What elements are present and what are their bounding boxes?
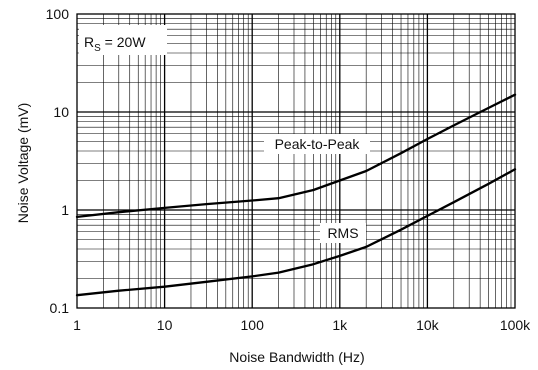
rs-annotation-bg — [79, 25, 167, 55]
rs-annotation: RS = 20W — [79, 25, 167, 55]
series-label-rms-text: RMS — [327, 225, 358, 241]
x-tick-label: 100 — [241, 317, 265, 333]
plot-frame — [76, 13, 516, 309]
x-tick-label: 10k — [416, 317, 440, 333]
grid — [77, 14, 515, 308]
series-label-peak: Peak-to-Peak — [264, 134, 370, 154]
y-tick-label: 10 — [53, 104, 69, 120]
series-label-rms-bg — [320, 223, 366, 243]
x-tick-label: 1k — [332, 317, 348, 333]
rs-annotation-sub: S — [94, 43, 101, 54]
series-label-rms: RMS — [320, 223, 366, 243]
y-axis-label: Noise Voltage (mV) — [15, 103, 31, 224]
rs-annotation-text: RS = 20W — [84, 34, 146, 54]
x-tick-label: 100k — [500, 317, 531, 333]
series-line-peak-to-peak — [75, 93, 517, 219]
series-label-peak-bg — [264, 134, 370, 154]
rs-annotation-rest: = 20W — [101, 34, 147, 50]
x-tick-label: 10 — [157, 317, 173, 333]
series-label-peak-text: Peak-to-Peak — [275, 136, 361, 152]
series-layer — [75, 93, 517, 297]
rs-annotation-main: R — [84, 34, 94, 50]
x-axis-label: Noise Bandwidth (Hz) — [229, 349, 364, 365]
y-tick-label: 100 — [46, 6, 70, 22]
y-tick-label: 1 — [61, 202, 69, 218]
series-line-rms — [75, 168, 517, 297]
x-tick-label: 1 — [73, 317, 81, 333]
y-tick-label: 0.1 — [50, 300, 70, 316]
